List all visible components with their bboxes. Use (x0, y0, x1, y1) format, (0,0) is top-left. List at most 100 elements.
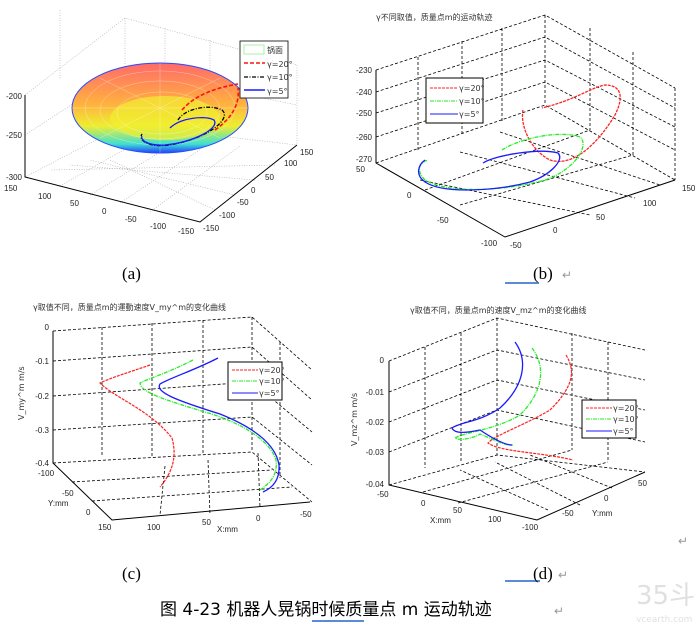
z-tick: -0.3 (35, 426, 49, 435)
x-tick: 0 (256, 514, 261, 523)
plot-title: γ取值不同，质量点m的速度V_mz^m的变化曲线 (410, 305, 587, 315)
z-tick: -0.2 (35, 392, 49, 401)
y-tick: 150 (682, 184, 696, 193)
return-mark-icon: ↵ (562, 268, 572, 282)
legend-entry: γ=10° (259, 377, 285, 386)
y-tick: -50 (62, 489, 74, 498)
y-tick: 100 (284, 159, 298, 168)
y-tick: -50 (510, 241, 522, 250)
trajectory-gamma-20 (181, 83, 240, 131)
z-tick: -200 (6, 92, 23, 101)
x-tick: -50 (300, 510, 312, 519)
legend-entry: γ=10° (613, 415, 639, 424)
x-tick: 100 (147, 523, 161, 532)
z-tick: 0 (380, 356, 385, 365)
velocity-curve-gamma-20 (487, 354, 574, 461)
legend-entry: γ=5° (267, 87, 288, 96)
z-axis-label: V_my^m m/s (17, 366, 26, 420)
y-tick: 0 (86, 508, 91, 517)
z-tick: -240 (356, 88, 373, 97)
legend-entry: γ=20° (459, 84, 485, 93)
panel-label: (a) (122, 264, 141, 283)
x-tick: 100 (488, 515, 502, 524)
legend-entry: γ=5° (459, 110, 480, 119)
z-tick: 0 (45, 323, 50, 332)
x-tick: -150 (178, 227, 195, 236)
watermark-site: vcearth.com (636, 615, 692, 625)
x-tick: -100 (150, 222, 167, 231)
y-tick: 50 (638, 479, 647, 488)
panel-label: (d) (533, 564, 553, 583)
x-tick: -50 (437, 216, 449, 225)
legend-entry: γ=20° (613, 404, 639, 413)
z-tick: -0.02 (366, 418, 385, 427)
legend-a: 锅面 γ=20° γ=10° γ=5° (239, 40, 293, 99)
y-axis-label: Y:mm (592, 509, 613, 518)
z-tick: -0.01 (366, 388, 385, 397)
y-tick: 150 (300, 148, 314, 157)
z-tick: -260 (356, 133, 373, 142)
legend-c: γ=20° γ=10° γ=5° (227, 361, 285, 401)
x-tick: -50 (377, 490, 389, 499)
z-tick: -270 (356, 155, 373, 164)
x-tick: -100 (522, 523, 539, 532)
panel-label: (b) (533, 264, 553, 283)
x-tick: 50 (453, 506, 462, 515)
x-axis-label: X:mm (217, 525, 238, 534)
z-tick: -0.04 (366, 480, 385, 489)
x-tick: 0 (102, 207, 107, 216)
velocity-curve-gamma-20 (98, 364, 175, 488)
y-tick: 0 (553, 226, 558, 235)
trajectory-gamma-5 (141, 117, 216, 146)
x-tick: 150 (4, 184, 18, 193)
x-tick: 0 (407, 191, 412, 200)
panel-b-trajectory-plot: γ不同取值，质量点m的运动轨迹 γ=20° γ=10° γ=5° -230 -2… (356, 12, 696, 284)
x-tick: 50 (202, 518, 211, 527)
x-tick: 0 (421, 499, 426, 508)
legend-entry: γ=20° (267, 60, 293, 69)
watermark: 35斗 vcearth.com (636, 581, 695, 625)
z-tick: -250 (6, 131, 23, 140)
x-tick: -100 (481, 239, 498, 248)
y-tick: 150 (98, 523, 112, 532)
trajectory-gamma-10 (418, 133, 584, 191)
return-mark-icon: ↵ (558, 568, 568, 582)
legend-entry: γ=20° (259, 366, 285, 375)
trajectory-gamma-20 (521, 84, 621, 163)
panel-a-bowl-plot: 锅面 γ=20° γ=10° γ=5° -200 -250 -300 150 1… (4, 10, 314, 283)
y-tick: 100 (643, 199, 657, 208)
y-tick: 50 (596, 213, 605, 222)
panel-c-velocity-y-plot: γ取值不同，质量点m的運動速度V_my^m的变化曲线 γ=20° γ=10° γ… (17, 302, 313, 583)
z-tick: -0.4 (35, 459, 49, 468)
z-axis-label: V_mz^m m/s (350, 393, 359, 446)
plot-title: γ不同取值，质量点m的运动轨迹 (376, 12, 493, 22)
y-axis-label: Y:mm (48, 499, 69, 508)
z-tick: -250 (356, 109, 373, 118)
z-tick: -230 (356, 66, 373, 75)
legend-entry: γ=5° (259, 389, 280, 398)
y-tick: 0 (251, 186, 256, 195)
legend-b: γ=20° γ=10° γ=5° (425, 77, 485, 124)
y-tick: -50 (562, 509, 574, 518)
y-tick: 50 (265, 173, 274, 182)
trajectory-gamma-10 (140, 106, 225, 147)
x-tick: 50 (356, 165, 365, 174)
y-tick: -150 (203, 224, 220, 233)
watermark-brand: 35斗 (636, 581, 695, 611)
panel-d-velocity-z-plot: γ取值不同，质量点m的速度V_mz^m的变化曲线 γ=20° γ=10° γ=5… (350, 305, 688, 583)
plot-title: γ取值不同，质量点m的運動速度V_my^m的变化曲线 (33, 302, 226, 312)
velocity-curve-gamma-5 (451, 341, 524, 446)
panel-label: (c) (122, 564, 141, 583)
y-tick: -100 (38, 469, 55, 478)
trajectory-gamma-5 (417, 150, 561, 191)
figure-caption: 图 4-23 机器人晃锅时候质量点 m 运动轨迹 (160, 600, 492, 620)
y-tick: -50 (237, 198, 249, 207)
velocity-curve-gamma-10 (453, 347, 542, 446)
x-axis-label: X:mm (430, 516, 451, 525)
velocity-curve-gamma-5 (158, 357, 280, 493)
y-tick: 0 (604, 494, 609, 503)
y-tick: -100 (219, 211, 236, 220)
legend-entry: γ=10° (459, 97, 485, 106)
z-tick: -300 (6, 173, 23, 182)
return-mark-icon: ↵ (554, 604, 564, 618)
